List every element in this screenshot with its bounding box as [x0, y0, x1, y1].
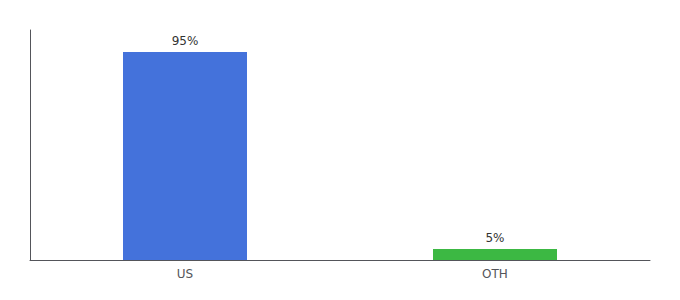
svg-text:95%: 95%	[172, 34, 199, 48]
svg-text:OTH: OTH	[482, 267, 508, 281]
svg-text:5%: 5%	[485, 231, 504, 245]
svg-text:US: US	[177, 267, 193, 281]
